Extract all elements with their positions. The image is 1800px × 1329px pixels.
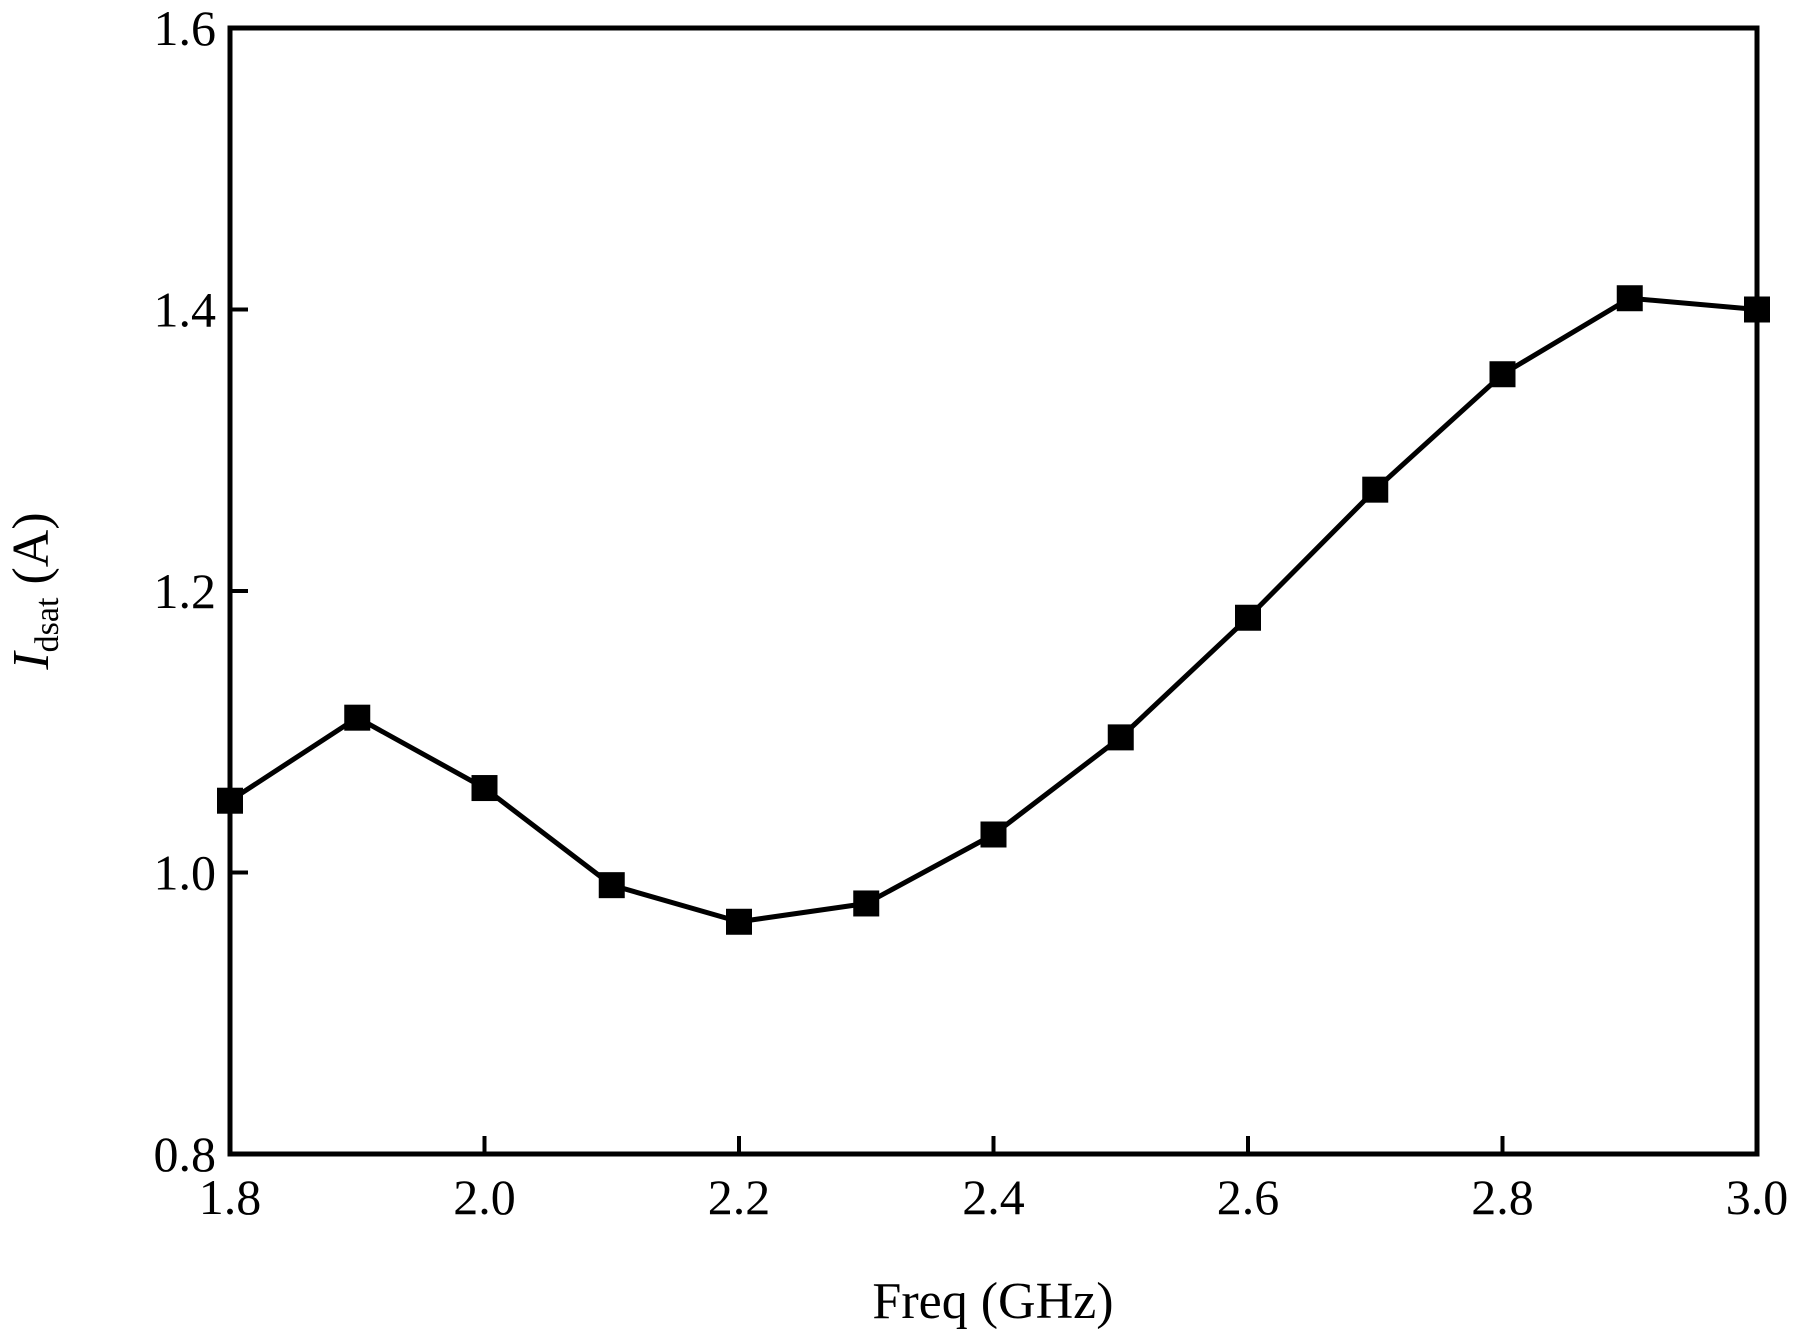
data-point-marker: [344, 704, 371, 731]
y-axis-title-symbol: I: [3, 650, 60, 671]
data-point-marker: [598, 872, 625, 899]
data-point-marker: [217, 787, 243, 814]
data-point-marker: [1235, 604, 1261, 631]
plot-frame: [227, 25, 1760, 1157]
y-tick-label: 1.0: [154, 845, 217, 901]
data-point-marker: [980, 821, 1007, 848]
data-point-marker: [1744, 296, 1770, 323]
y-axis-title-unit: (A): [3, 512, 60, 597]
x-tick-label: 2.8: [1471, 1169, 1534, 1225]
y-tick-label: 1.4: [154, 282, 217, 338]
y-axis: 0.8 1.0 1.2 1.4 1.6: [154, 0, 248, 1182]
data-point-marker: [1489, 361, 1516, 388]
x-axis: 1.8 2.0 2.2 2.4 2.6 2.8 3.0: [199, 1136, 1789, 1225]
data-series: [217, 285, 1770, 935]
x-axis-title: Freq (GHz): [872, 1273, 1113, 1329]
x-tick-label: 2.6: [1217, 1169, 1280, 1225]
x-tick-label: 2.4: [962, 1169, 1025, 1225]
x-tick-label: 3.0: [1726, 1169, 1789, 1225]
y-tick-label: 1.6: [154, 0, 217, 56]
data-point-marker: [853, 890, 880, 917]
data-point-marker: [1107, 724, 1134, 751]
plot-area: 1.8 2.0 2.2 2.4 2.6 2.8 3.0 0.8 1.0 1.2 1.4 1.6: [154, 0, 1789, 1225]
y-axis-title: Idsat (A): [3, 512, 66, 670]
x-tick-label: 2.0: [453, 1169, 516, 1225]
x-tick-label: 2.2: [708, 1169, 771, 1225]
data-point-marker: [726, 908, 752, 935]
data-point-marker: [1616, 285, 1643, 312]
data-point-marker: [471, 775, 498, 802]
x-tick-label: 1.8: [199, 1169, 262, 1225]
y-tick-label: 0.8: [154, 1126, 217, 1182]
data-point-marker: [1362, 476, 1389, 503]
y-axis-title-subscript: dsat: [29, 597, 66, 652]
y-tick-label: 1.2: [154, 563, 217, 619]
